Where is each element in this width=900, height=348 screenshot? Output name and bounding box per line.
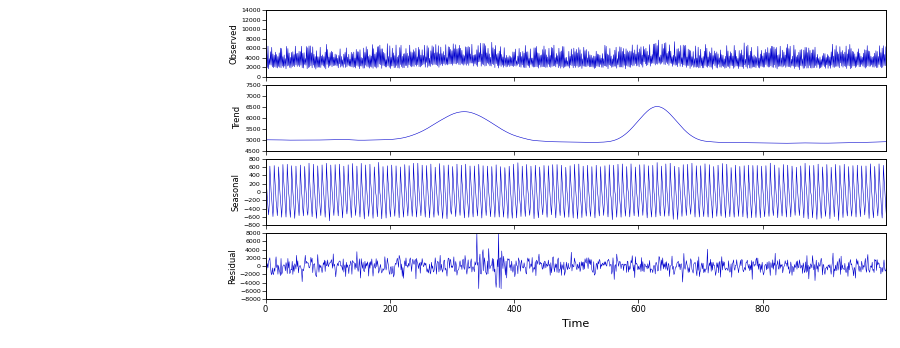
Y-axis label: Residual: Residual — [228, 248, 237, 284]
X-axis label: Time: Time — [562, 319, 590, 330]
Y-axis label: Seasonal: Seasonal — [232, 173, 241, 211]
Y-axis label: Trend: Trend — [233, 106, 242, 129]
Y-axis label: Observed: Observed — [230, 23, 238, 64]
